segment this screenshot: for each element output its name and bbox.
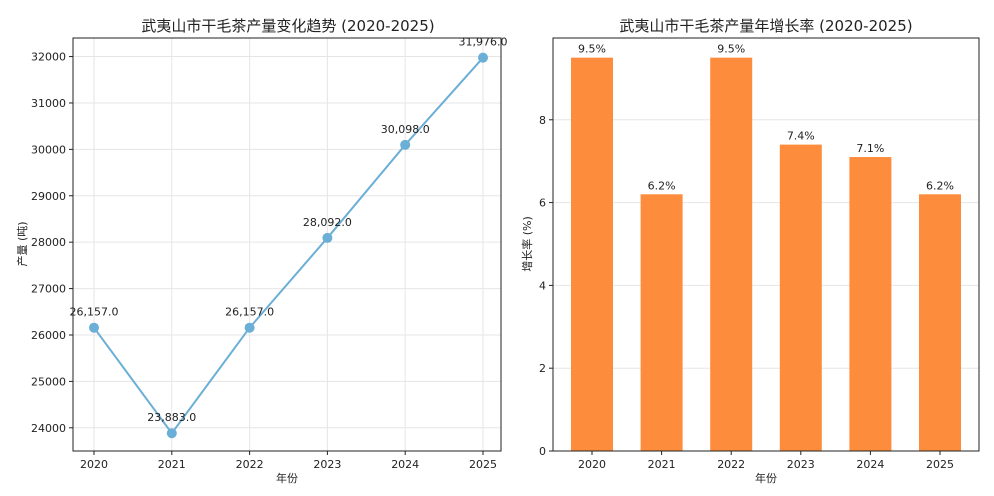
data-label: 23,883.0	[147, 411, 196, 424]
x-tick-label: 2020	[80, 458, 108, 471]
x-tick-label: 2025	[926, 458, 954, 471]
bar-value-label: 6.2%	[926, 179, 954, 192]
data-point	[322, 232, 333, 243]
data-point	[166, 428, 177, 439]
bar	[571, 57, 613, 452]
data-point	[478, 52, 488, 63]
bar	[919, 194, 961, 451]
line-chart-frame	[72, 37, 502, 452]
y-tick-label: 28000	[31, 236, 66, 249]
growth-bar-chart: 武夷山市干毛茶产量年增长率 (2020-2025) 9.5% 6.2% 9.5% 7.…	[520, 17, 980, 485]
data-label: 30,098.0	[381, 123, 430, 136]
data-point	[244, 322, 255, 333]
data-label: 26,157.0	[225, 306, 274, 319]
bar-value-label: 9.5%	[717, 43, 745, 56]
bar-value-label: 9.5%	[578, 43, 606, 56]
x-tick-label: 2023	[313, 458, 341, 471]
bar	[849, 157, 892, 451]
bar-chart-ylabel: 增长率 (%)	[520, 216, 534, 272]
y-tick-label: 30000	[31, 143, 66, 156]
bar-chart-title: 武夷山市干毛茶产量年增长率 (2020-2025)	[619, 17, 912, 35]
x-tick-label: 2022	[236, 458, 264, 471]
x-tick-label: 2022	[717, 458, 745, 471]
data-label: 26,157.0	[70, 306, 119, 319]
line-chart-xlabel: 年份	[276, 471, 298, 485]
bar-chart-xlabel: 年份	[755, 471, 777, 485]
y-tick-label: 6	[539, 197, 546, 210]
y-tick-label: 32000	[31, 51, 66, 64]
x-tick-label: 2024	[391, 458, 419, 471]
data-label: 31,976.0	[459, 36, 508, 49]
data-point	[400, 139, 411, 150]
line-chart-ylabel: 产量 (吨)	[15, 221, 29, 266]
x-tick-label: 2021	[158, 458, 186, 471]
y-tick-label: 0	[539, 445, 546, 458]
x-tick-label: 2021	[648, 458, 676, 471]
bar-value-label: 6.2%	[648, 179, 676, 192]
bar	[640, 194, 683, 451]
bar	[779, 144, 822, 452]
x-tick-label: 2024	[856, 458, 884, 471]
y-tick-label: 25000	[31, 375, 66, 388]
y-tick-label: 29000	[31, 190, 66, 203]
x-tick-label: 2020	[578, 458, 606, 471]
data-point	[89, 322, 99, 333]
y-tick-label: 27000	[31, 283, 66, 296]
y-tick-label: 26000	[31, 329, 66, 342]
y-tick-label: 2	[539, 362, 546, 375]
y-tick-label: 4	[539, 279, 546, 292]
data-label: 28,092.0	[303, 216, 352, 229]
y-tick-label: 8	[539, 114, 546, 127]
x-tick-label: 2025	[469, 458, 497, 471]
y-tick-label: 31000	[31, 97, 66, 110]
line-chart-title: 武夷山市干毛茶产量变化趋势 (2020-2025)	[141, 17, 434, 35]
bar-chart-frame	[552, 37, 980, 452]
series-line	[93, 57, 484, 435]
bar	[710, 57, 753, 452]
y-tick-label: 24000	[31, 422, 66, 435]
bar-value-label: 7.1%	[856, 142, 884, 155]
x-tick-label: 2023	[787, 458, 815, 471]
production-line-chart: 武夷山市干毛茶产量变化趋势 (2020-2025) 26,157.0 23,883…	[15, 17, 507, 485]
bar-value-label: 7.4%	[787, 130, 815, 143]
